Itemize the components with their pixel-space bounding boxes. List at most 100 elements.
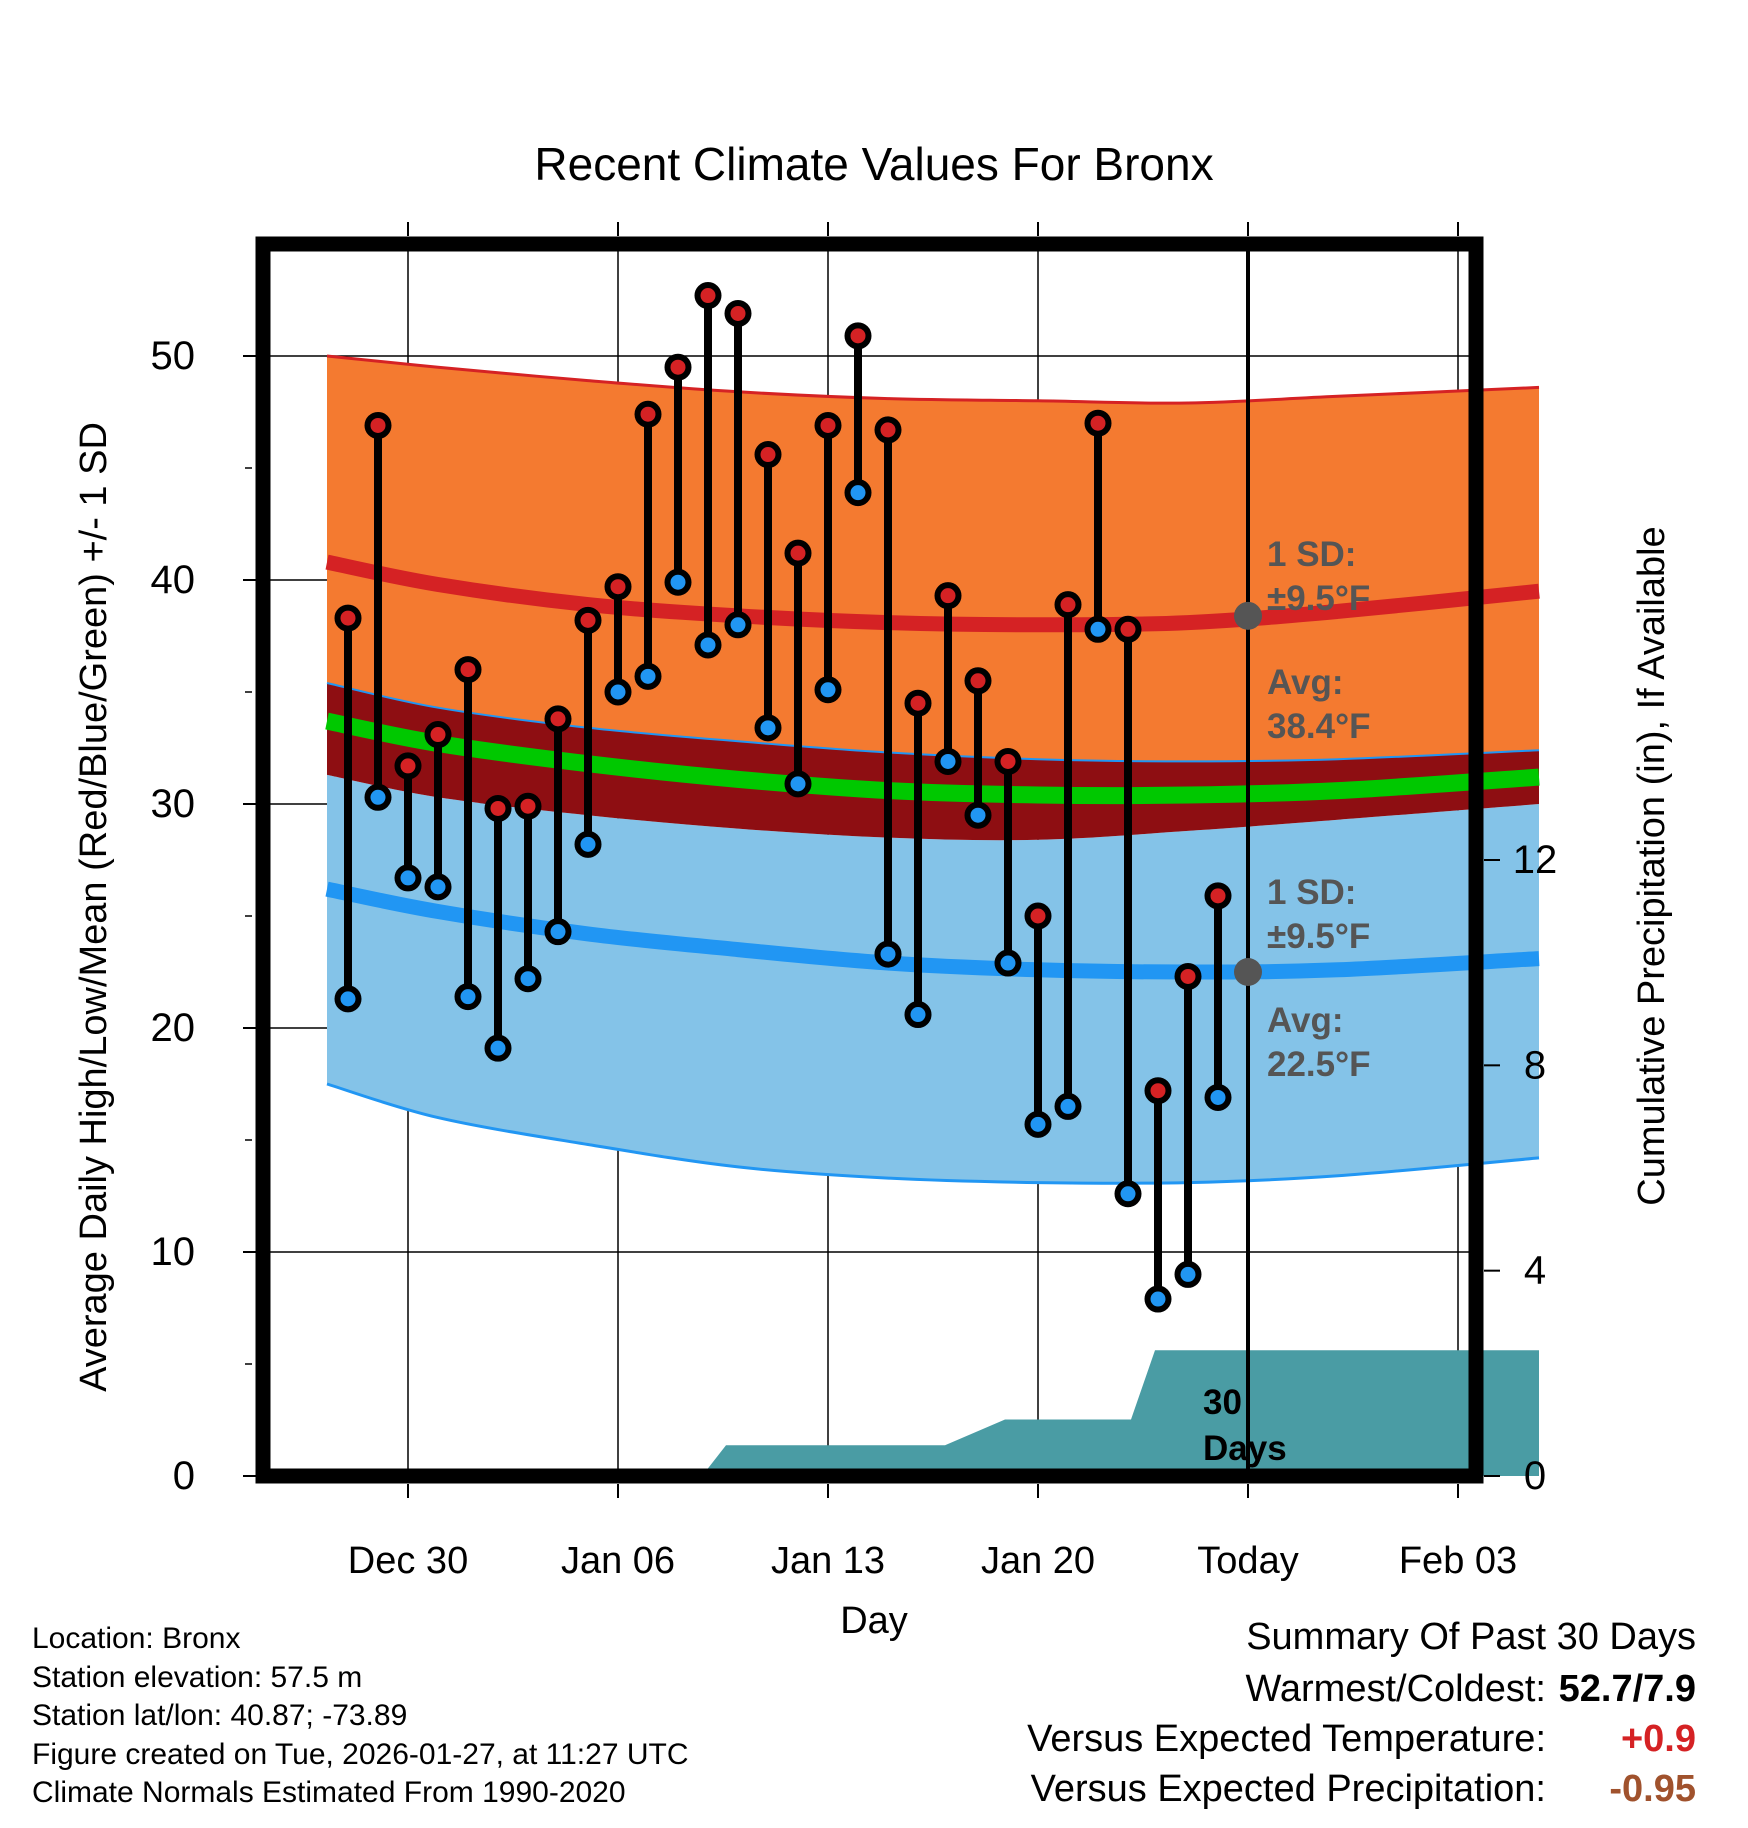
high-point bbox=[784, 539, 812, 567]
low-point bbox=[544, 918, 572, 946]
low-point bbox=[1084, 615, 1112, 643]
summary-row-warmest-coldest: Warmest/Coldest: 52.7/7.9 bbox=[1027, 1664, 1696, 1714]
summary-row-precip: Versus Expected Precipitation: -0.95 bbox=[1027, 1764, 1696, 1814]
temp-vs-expected-label: Versus Expected Temperature: bbox=[1027, 1718, 1546, 1760]
daily-range-bars bbox=[334, 282, 1232, 1313]
high-upper-line bbox=[326, 354, 1540, 405]
right-tick-label: 0 bbox=[1524, 1454, 1546, 1498]
low-point bbox=[424, 873, 452, 901]
high-point bbox=[754, 441, 782, 469]
high-point bbox=[394, 752, 422, 780]
high-avg-value: 38.4°F bbox=[1267, 707, 1371, 746]
low-lower-line bbox=[326, 1082, 1540, 1185]
low-point bbox=[994, 949, 1022, 977]
high-sd-value: ±9.5°F bbox=[1267, 579, 1370, 618]
low-point bbox=[814, 676, 842, 704]
high-point bbox=[604, 573, 632, 601]
x-tick-label: Dec 30 bbox=[348, 1540, 468, 1582]
high-avg-marker bbox=[1234, 601, 1262, 630]
precip-days-unit: Days bbox=[1203, 1429, 1287, 1468]
high-point bbox=[424, 721, 452, 749]
y-tick-label: 50 bbox=[151, 334, 196, 378]
x-tick-label: Feb 03 bbox=[1399, 1540, 1517, 1582]
chart-title: Recent Climate Values For Bronx bbox=[534, 138, 1213, 190]
low-point bbox=[754, 714, 782, 742]
low-point bbox=[454, 983, 482, 1011]
high-point bbox=[814, 411, 842, 439]
high-point bbox=[1114, 615, 1142, 643]
annotations: 1 SD: ±9.5°F Avg: 38.4°F 1 SD: ±9.5°F Avg: 22.5… bbox=[1203, 535, 1371, 1468]
right-axis-label: Cumulative Precipitation (in), If Availa… bbox=[1631, 526, 1673, 1205]
low-point bbox=[874, 940, 902, 968]
low-point bbox=[484, 1034, 512, 1062]
high-point bbox=[994, 747, 1022, 775]
high-point bbox=[334, 604, 362, 632]
low-point bbox=[334, 985, 362, 1013]
low-point bbox=[574, 830, 602, 858]
low-point bbox=[934, 747, 962, 775]
y-axis-label: Average Daily High/Low/Mean (Red/Blue/Gr… bbox=[73, 422, 115, 1392]
precip-days-number: 30 bbox=[1203, 1383, 1242, 1422]
high-point bbox=[544, 705, 572, 733]
low-point bbox=[784, 770, 812, 798]
x-tick-label: Today bbox=[1197, 1540, 1298, 1582]
high-sd-label: 1 SD: bbox=[1267, 535, 1356, 574]
mean-avg-line bbox=[325, 712, 1540, 805]
high-point bbox=[1204, 882, 1232, 910]
high-point bbox=[1144, 1077, 1172, 1105]
high-point bbox=[934, 582, 962, 610]
high-point bbox=[1024, 902, 1052, 930]
high-point bbox=[634, 400, 662, 428]
low-point bbox=[1144, 1285, 1172, 1313]
latlon-text: Station lat/lon: 40.87; -73.89 bbox=[32, 1699, 408, 1732]
low-point bbox=[904, 1001, 932, 1029]
low-point bbox=[1204, 1083, 1232, 1111]
low-point bbox=[1054, 1092, 1082, 1120]
axes: 0 10 20 30 40 50 0 4 8 12 Dec 30 Jan 06 Jan 13 Jan 20… bbox=[151, 222, 1558, 1582]
summary-panel: Summary Of Past 30 Days Warmest/Coldest:… bbox=[1027, 1612, 1696, 1814]
high-point bbox=[454, 656, 482, 684]
low-point bbox=[844, 479, 872, 507]
high-point bbox=[1174, 962, 1202, 990]
normals-text: Climate Normals Estimated From 1990-2020 bbox=[32, 1776, 626, 1809]
precipitation-area bbox=[327, 1350, 1539, 1476]
temp-vs-expected-value: +0.9 bbox=[1620, 1718, 1696, 1760]
high-point bbox=[904, 689, 932, 717]
location-text: Location: Bronx bbox=[32, 1622, 241, 1655]
plot-frame bbox=[255, 236, 1484, 1484]
low-avg-line bbox=[325, 881, 1540, 980]
high-lower-line bbox=[326, 682, 1540, 763]
right-tick-label: 4 bbox=[1524, 1249, 1546, 1293]
high-point bbox=[514, 792, 542, 820]
low-point bbox=[1114, 1180, 1142, 1208]
low-sd-band bbox=[327, 774, 1539, 1184]
summary-row-temp: Versus Expected Temperature: +0.9 bbox=[1027, 1714, 1696, 1764]
right-tick-label: 12 bbox=[1513, 838, 1558, 882]
low-point bbox=[364, 783, 392, 811]
x-axis-label: Day bbox=[840, 1600, 908, 1642]
low-avg-value: 22.5°F bbox=[1267, 1045, 1371, 1084]
right-tick-label: 8 bbox=[1524, 1043, 1546, 1087]
high-point bbox=[1054, 591, 1082, 619]
y-tick-label: 40 bbox=[151, 558, 196, 602]
created-text: Figure created on Tue, 2026-01-27, at 11… bbox=[32, 1737, 689, 1771]
elevation-text: Station elevation: 57.5 m bbox=[32, 1660, 363, 1694]
x-tick-label: Jan 06 bbox=[561, 1540, 675, 1582]
normal-bands bbox=[325, 354, 1540, 1185]
high-point bbox=[964, 667, 992, 695]
precip-area bbox=[327, 1350, 1539, 1476]
high-point bbox=[484, 794, 512, 822]
high-point bbox=[1084, 409, 1112, 437]
warmest-coldest-value: 52.7/7.9 bbox=[1558, 1668, 1696, 1710]
precip-vs-expected-label: Versus Expected Precipitation: bbox=[1030, 1768, 1546, 1810]
plot-border bbox=[255, 236, 1484, 1484]
high-avg-line bbox=[325, 554, 1540, 633]
low-point bbox=[694, 631, 722, 659]
x-tick-label: Jan 20 bbox=[981, 1540, 1095, 1582]
low-avg-label: Avg: bbox=[1267, 1001, 1343, 1040]
low-sd-label: 1 SD: bbox=[1267, 873, 1356, 912]
low-point bbox=[964, 801, 992, 829]
low-point bbox=[724, 611, 752, 639]
x-tick-label: Jan 13 bbox=[771, 1540, 885, 1582]
